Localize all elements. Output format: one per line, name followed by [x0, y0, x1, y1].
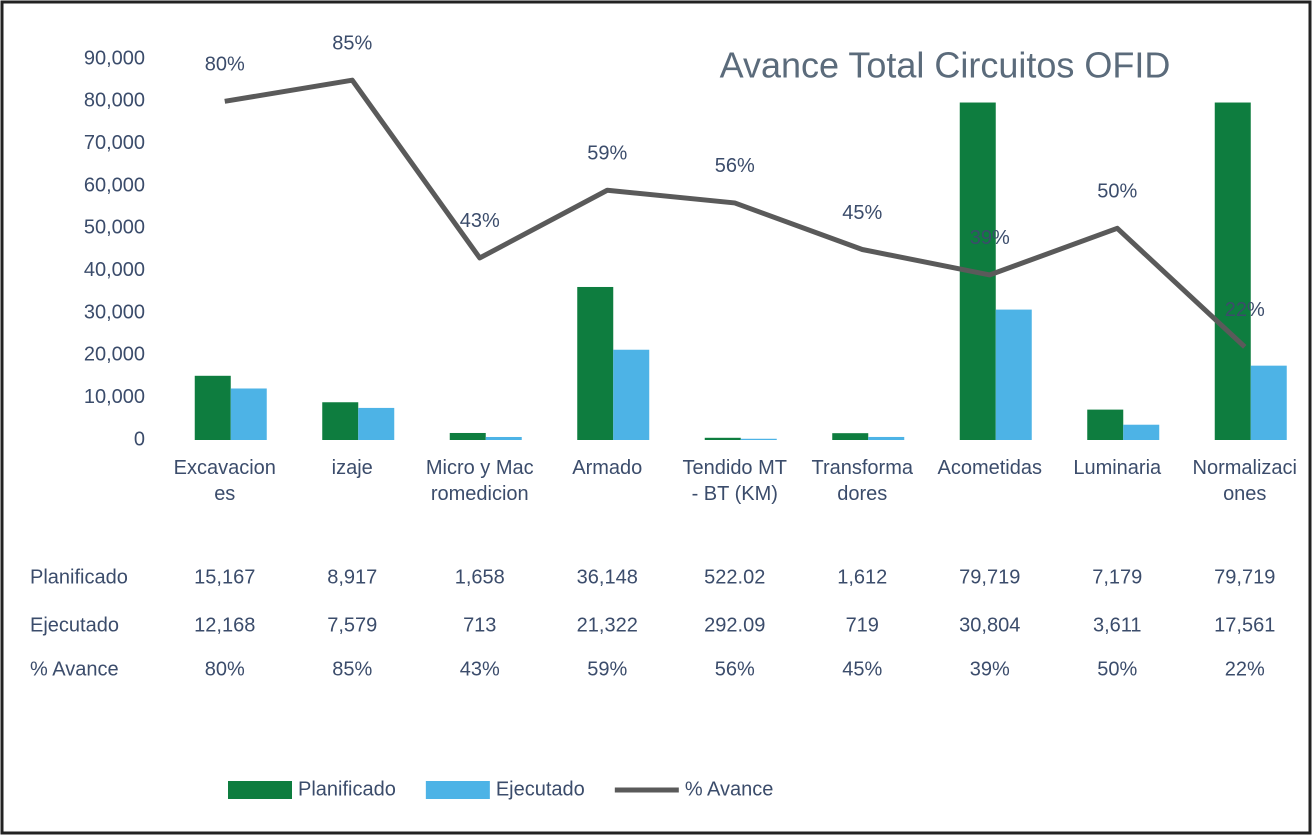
- x-tick-label: Normalizaciones: [1192, 457, 1297, 505]
- bar: [832, 433, 869, 440]
- table-cell: 59%: [587, 658, 627, 680]
- x-tick-label: Acometidas: [937, 457, 1043, 479]
- bar: [1250, 365, 1287, 440]
- y-tick-label: 30,000: [84, 301, 145, 323]
- table-cell: 719: [846, 614, 879, 636]
- x-tick-label: Excavaciones: [173, 457, 276, 505]
- table-cell: 21,322: [577, 614, 638, 636]
- bar: [995, 309, 1032, 440]
- table-cell: 43%: [460, 658, 500, 680]
- data-label: 22%: [1225, 299, 1265, 321]
- y-tick-label: 50,000: [84, 217, 145, 239]
- y-tick-label: 90,000: [84, 47, 145, 69]
- table-cell: 80%: [205, 658, 245, 680]
- y-tick-label: 20,000: [84, 344, 145, 366]
- bar: [704, 437, 741, 440]
- x-tick-label: Luminaria: [1073, 457, 1162, 479]
- legend-label: % Avance: [685, 778, 774, 800]
- y-tick-label: 80,000: [84, 90, 145, 112]
- legend-label: Planificado: [298, 778, 396, 800]
- table-cell: 30,804: [959, 614, 1020, 636]
- table-cell: 79,719: [959, 566, 1020, 588]
- bar: [449, 432, 486, 440]
- x-tick-label: izaje: [331, 457, 373, 479]
- table-cell: 50%: [1097, 658, 1137, 680]
- y-tick-label: 70,000: [84, 132, 145, 154]
- y-tick-label: 0: [134, 428, 145, 450]
- data-label: 45%: [842, 202, 882, 224]
- table-cell: 7,579: [327, 614, 377, 636]
- table-cell: 1,612: [837, 566, 887, 588]
- data-label: 80%: [205, 54, 245, 76]
- table-cell: 45%: [842, 658, 882, 680]
- data-label: 39%: [970, 227, 1010, 249]
- bar: [485, 436, 522, 440]
- bar: [613, 349, 650, 440]
- bar: [322, 402, 359, 440]
- x-tick-label: Micro y Macromedicion: [425, 457, 534, 505]
- chart-title: Avance Total Circuitos OFID: [720, 45, 1171, 86]
- y-tick-label: 40,000: [84, 259, 145, 281]
- bar: [868, 436, 905, 440]
- table-cell: 85%: [332, 658, 372, 680]
- x-tick-label: Armado: [572, 457, 643, 479]
- table-cell: 56%: [715, 658, 755, 680]
- line: [224, 77, 1247, 349]
- bar: [230, 388, 267, 440]
- x-tick-label: Transformadores: [811, 457, 913, 505]
- y-tick-label: 10,000: [84, 386, 145, 408]
- table-cell: 3,611: [1093, 614, 1142, 636]
- y-tick-label: 60,000: [84, 174, 145, 196]
- table-cell: 8,917: [327, 566, 377, 588]
- bar: [1214, 102, 1251, 441]
- table-cell: 713: [463, 614, 496, 636]
- bar: [740, 438, 777, 440]
- table-cell: 7,179: [1092, 566, 1142, 588]
- table-cell: 39%: [970, 658, 1010, 680]
- table-cell: 36,148: [577, 566, 638, 588]
- legend-swatch: [228, 781, 292, 799]
- data-label: 56%: [715, 155, 755, 177]
- bar: [1087, 409, 1124, 440]
- table-row-label: % Avance: [30, 658, 119, 680]
- table-cell: 1,658: [455, 566, 505, 588]
- data-label: 59%: [587, 143, 627, 165]
- table-row-label: Ejecutado: [30, 614, 119, 636]
- bar: [194, 375, 231, 440]
- table-cell: 12,168: [194, 614, 255, 636]
- x-tick-label: Tendido MT - BT (KM): [682, 457, 788, 505]
- legend-swatch: [425, 781, 490, 799]
- data-label: 85%: [332, 32, 372, 54]
- table-row-label: Planificado: [30, 566, 128, 588]
- data-label: 50%: [1097, 181, 1137, 203]
- bar: [1123, 424, 1160, 440]
- data-label: 43%: [460, 210, 500, 232]
- table-cell: 15,167: [194, 566, 255, 588]
- bar: [358, 407, 395, 440]
- table-cell: 79,719: [1214, 566, 1275, 588]
- legend-label: Ejecutado: [496, 778, 585, 800]
- bar: [577, 286, 614, 440]
- table-cell: 22%: [1225, 658, 1265, 680]
- table-cell: 522.02: [704, 566, 765, 588]
- table-cell: 292.09: [704, 614, 765, 636]
- table-cell: 17,561: [1214, 614, 1275, 636]
